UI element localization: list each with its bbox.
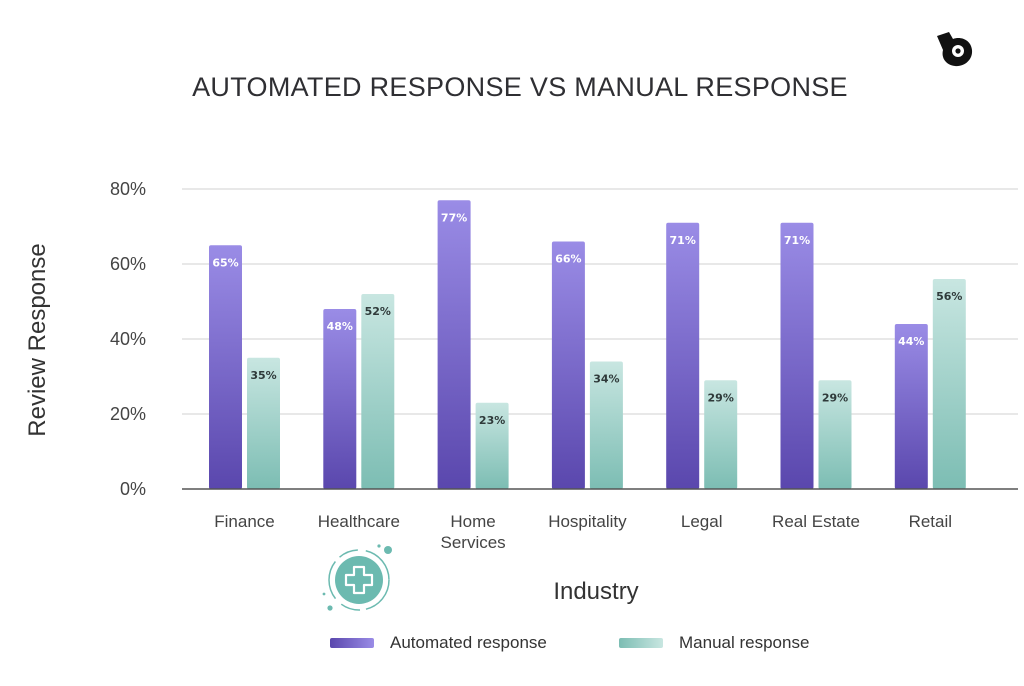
- axes: 0% 20% 40% 60% 80% Finance Healthcare Home Servi…: [110, 179, 1018, 552]
- legend-item-automated: Automated response: [330, 633, 547, 653]
- bird-logo-icon: [937, 32, 973, 67]
- data-label: 48%: [327, 320, 353, 333]
- data-label: 77%: [441, 211, 467, 224]
- bar-automated: [894, 324, 928, 489]
- bar-automated: [666, 222, 700, 489]
- bars: [209, 200, 966, 489]
- bar-automated: [437, 200, 471, 489]
- medical-cross-icon: [322, 544, 392, 611]
- data-label: 71%: [784, 234, 810, 247]
- data-label: 29%: [822, 391, 848, 404]
- bar-automated: [209, 245, 242, 489]
- bar-manual: [818, 380, 852, 489]
- data-label: 65%: [212, 256, 238, 269]
- data-label: 66%: [555, 253, 581, 266]
- data-label: 23%: [479, 414, 505, 427]
- bar-manual: [704, 380, 738, 489]
- bar-manual: [247, 357, 280, 489]
- bar-manual: [361, 294, 395, 489]
- bar-automated: [780, 222, 814, 489]
- data-label: 44%: [898, 335, 924, 348]
- x-tick-label: Retail: [909, 512, 952, 531]
- y-tick-label: 40%: [110, 329, 146, 349]
- legend-swatch-automated: [330, 638, 374, 648]
- x-tick-label: Finance: [214, 512, 274, 531]
- x-tick-label: Hospitality: [548, 512, 627, 531]
- x-tick-label: Healthcare: [318, 512, 400, 531]
- y-tick-label: 60%: [110, 254, 146, 274]
- x-tick-label: Legal: [681, 512, 723, 531]
- bar-automated: [551, 241, 585, 489]
- y-tick-label: 20%: [110, 404, 146, 424]
- data-labels: 65% 35% 48% 52% 77% 23% 66% 34% 71% 29% 71% 29% 44% 5…: [212, 211, 962, 427]
- legend-swatch-manual: [619, 638, 663, 648]
- legend-item-manual: Manual response: [619, 633, 809, 653]
- bar-manual: [932, 279, 966, 489]
- bar-manual: [475, 402, 509, 489]
- bar-automated: [323, 309, 357, 489]
- legend-label-manual: Manual response: [679, 633, 810, 652]
- data-label: 71%: [670, 234, 696, 247]
- y-tick-label: 80%: [110, 179, 146, 199]
- data-label: 35%: [250, 369, 276, 382]
- legend-label-automated: Automated response: [390, 633, 547, 652]
- x-axis-title: Industry: [553, 578, 638, 605]
- data-label: 56%: [936, 290, 962, 303]
- x-tick-label: Real Estate: [772, 512, 860, 531]
- data-label: 34%: [593, 373, 619, 386]
- data-label: 52%: [365, 305, 391, 318]
- bar-manual: [589, 361, 623, 489]
- chart-title: AUTOMATED RESPONSE VS MANUAL RESPONSE: [192, 72, 848, 102]
- y-tick-label: 0%: [120, 479, 146, 499]
- y-axis-title: Review Response: [24, 243, 51, 436]
- x-tick-label: Home Services: [441, 512, 506, 552]
- data-label: 29%: [708, 391, 734, 404]
